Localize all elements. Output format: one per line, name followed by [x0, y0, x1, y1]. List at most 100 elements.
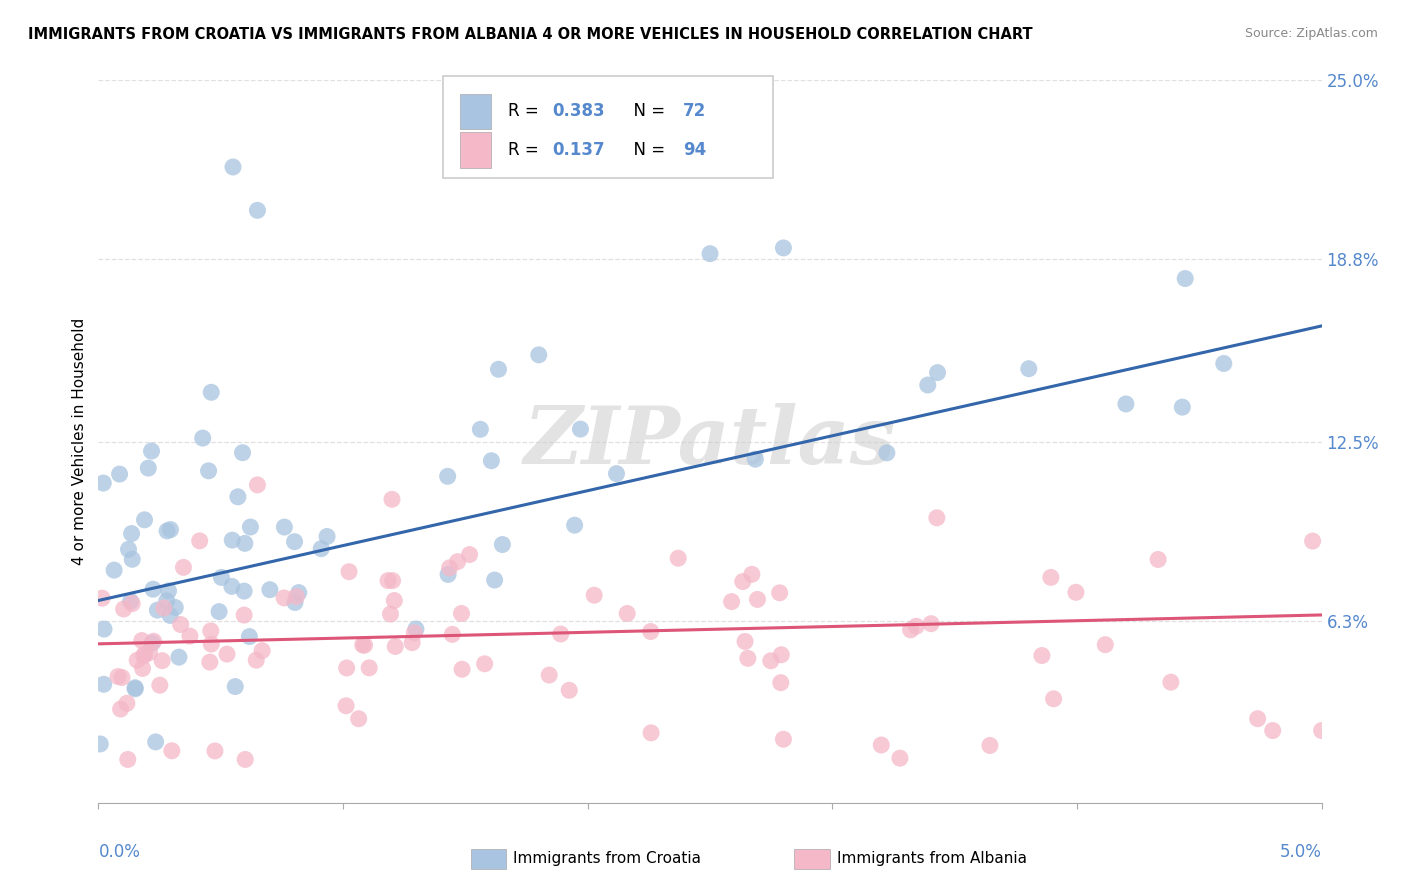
Point [769, 675, 792, 690]
Text: 5.0%: 5.0% [1279, 843, 1322, 861]
Point [772, 241, 794, 255]
Point [112, 602, 135, 616]
Point [377, 574, 399, 588]
Point [159, 523, 181, 537]
Point [221, 579, 243, 593]
Point [1039, 570, 1062, 584]
Point [239, 520, 262, 534]
Text: 0.0%: 0.0% [98, 843, 141, 861]
Point [1031, 648, 1053, 663]
Point [111, 671, 134, 685]
Point [616, 607, 638, 621]
Point [1302, 534, 1324, 549]
Point [287, 585, 309, 599]
Point [491, 537, 513, 551]
Text: IMMIGRANTS FROM CROATIA VS IMMIGRANTS FROM ALBANIA 4 OR MORE VEHICLES IN HOUSEHO: IMMIGRANTS FROM CROATIA VS IMMIGRANTS FR… [28, 27, 1033, 42]
Point [436, 469, 458, 483]
Point [666, 551, 689, 566]
Point [134, 513, 156, 527]
Point [747, 592, 769, 607]
Point [316, 529, 339, 543]
Point [979, 739, 1001, 753]
Point [285, 590, 308, 604]
Point [772, 732, 794, 747]
Text: R =: R = [508, 103, 544, 120]
Point [160, 744, 183, 758]
Point [134, 647, 156, 661]
Point [165, 600, 187, 615]
Point [1064, 585, 1087, 599]
Point [197, 464, 219, 478]
Point [699, 246, 721, 260]
Point [115, 696, 138, 710]
Point [273, 520, 295, 534]
Point [103, 563, 125, 577]
Point [309, 541, 332, 556]
Point [142, 582, 165, 597]
Point [474, 657, 496, 671]
Point [159, 608, 181, 623]
Point [233, 752, 256, 766]
Text: ZIPatlas: ZIPatlas [524, 403, 896, 480]
Text: 72: 72 [683, 103, 707, 120]
Point [741, 567, 763, 582]
Point [156, 593, 179, 607]
Point [359, 661, 381, 675]
Point [920, 616, 942, 631]
Text: Immigrants from Croatia: Immigrants from Croatia [513, 852, 702, 866]
Point [564, 518, 586, 533]
Text: N =: N = [623, 103, 671, 120]
Point [900, 623, 922, 637]
Point [238, 630, 260, 644]
Point [488, 362, 510, 376]
Point [89, 737, 111, 751]
Point [215, 647, 238, 661]
Point [917, 378, 939, 392]
Point [124, 681, 146, 696]
Point [259, 582, 281, 597]
Point [451, 662, 474, 676]
Point [905, 619, 928, 633]
Point [132, 648, 155, 663]
Point [200, 624, 222, 638]
Point [209, 570, 232, 584]
Point [233, 584, 256, 599]
Point [124, 681, 146, 695]
Point [720, 594, 742, 608]
Point [769, 586, 792, 600]
Point [439, 561, 461, 575]
Point [734, 634, 756, 648]
Point [479, 454, 502, 468]
Point [233, 608, 256, 623]
Point [335, 698, 357, 713]
Point [1115, 397, 1137, 411]
Point [1212, 357, 1234, 371]
Point [284, 595, 307, 609]
Point [188, 533, 211, 548]
Point [232, 446, 254, 460]
Point [226, 490, 249, 504]
Point [876, 446, 898, 460]
Point [170, 617, 193, 632]
Point [1171, 400, 1194, 414]
Point [731, 574, 754, 589]
Point [380, 607, 402, 621]
Point [1094, 638, 1116, 652]
Text: N =: N = [623, 141, 671, 159]
Point [131, 661, 153, 675]
Point [470, 422, 492, 436]
Point [93, 677, 115, 691]
Point [110, 702, 132, 716]
Point [153, 601, 176, 615]
Point [889, 751, 911, 765]
Point [927, 366, 949, 380]
Point [347, 712, 370, 726]
Point [1147, 552, 1170, 566]
Point [1246, 712, 1268, 726]
Text: Source: ZipAtlas.com: Source: ZipAtlas.com [1244, 27, 1378, 40]
Point [381, 492, 404, 507]
Point [558, 683, 581, 698]
Point [640, 624, 662, 639]
Point [384, 640, 406, 654]
Text: 0.383: 0.383 [553, 103, 605, 120]
